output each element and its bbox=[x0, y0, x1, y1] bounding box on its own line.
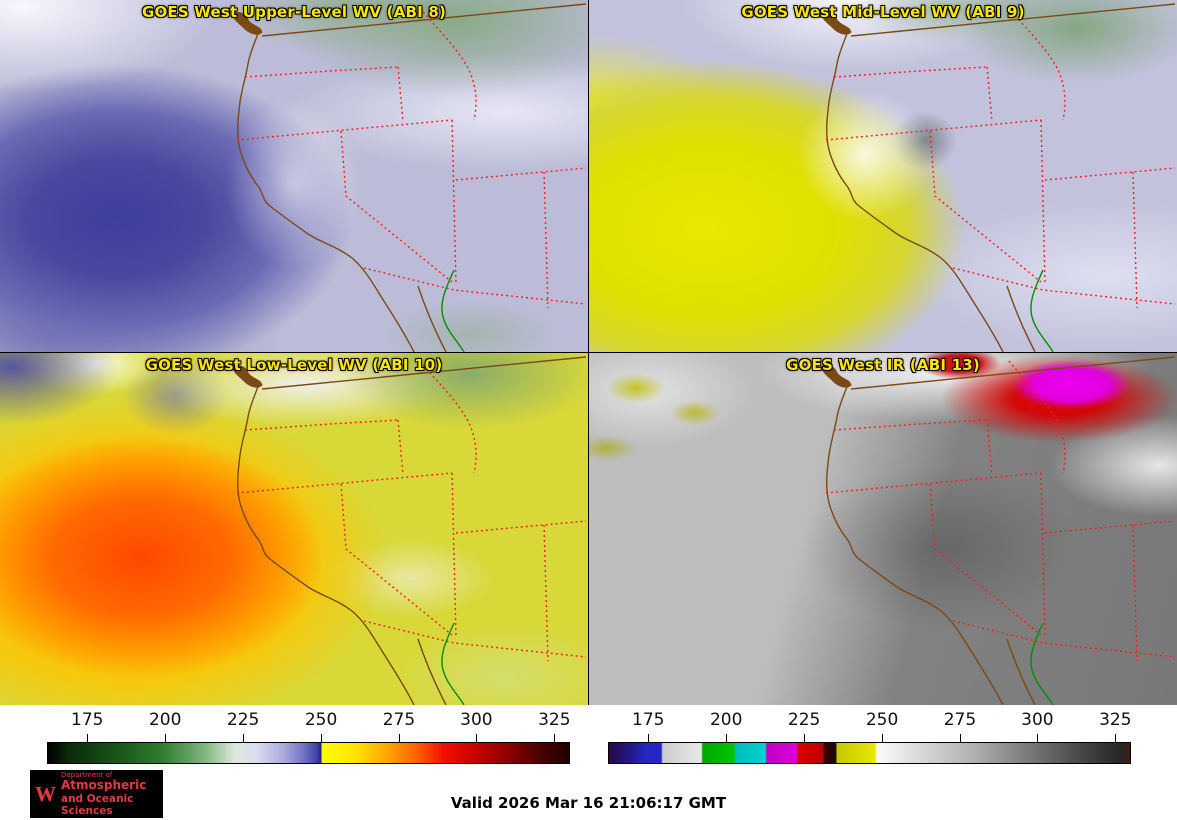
colorbar-tick-mark bbox=[476, 734, 478, 742]
colorbar-tick-label: 225 bbox=[226, 710, 260, 730]
ir-colorbar-tick-labels: 175 200 225 250 275 300 325 bbox=[608, 708, 1131, 734]
colorbar-tick-label: 250 bbox=[865, 710, 899, 730]
colorbar-tick-label: 275 bbox=[382, 710, 416, 730]
wv-colorbar-gradient bbox=[47, 742, 570, 764]
map-overlay bbox=[231, 3, 587, 352]
colorbar-tick-label: 250 bbox=[304, 710, 338, 730]
colorbar-tick-mark bbox=[1115, 734, 1117, 742]
panel-ir: GOES West IR (ABI 13) bbox=[589, 353, 1177, 705]
logo-department-of: Department of bbox=[61, 771, 113, 780]
wv-colorbar: 175 200 225 250 275 300 325 bbox=[47, 708, 571, 766]
colorbar-tick-label: 175 bbox=[71, 710, 104, 730]
uw-crest-icon: W bbox=[35, 781, 56, 806]
ir-colorbar-gradient bbox=[608, 742, 1131, 764]
map-overlay bbox=[820, 356, 1176, 705]
wv-colorbar-tick-labels: 175 200 225 250 275 300 325 bbox=[47, 708, 570, 734]
colorbar-tick-mark bbox=[87, 734, 89, 742]
panel-title-mid-level-wv: GOES West Mid-Level WV (ABI 9) bbox=[741, 3, 1025, 21]
map-overlay bbox=[231, 356, 587, 705]
panel-title-ir: GOES West IR (ABI 13) bbox=[786, 356, 980, 374]
wv-colorbar-tick-marks bbox=[47, 734, 570, 742]
colorbar-tick-label: 325 bbox=[538, 710, 571, 730]
colorbar-tick-mark bbox=[882, 734, 884, 742]
panel-title-upper-level-wv: GOES West Upper-Level WV (ABI 8) bbox=[141, 3, 447, 21]
colorbar-tick-label: 275 bbox=[943, 710, 977, 730]
colorbar-tick-label: 200 bbox=[709, 710, 743, 730]
colorbar-tick-label: 300 bbox=[460, 710, 493, 730]
colorbar-tick-mark bbox=[804, 734, 806, 742]
ir-colorbar-tick-marks bbox=[608, 734, 1131, 742]
colorbar-tick-mark bbox=[398, 734, 400, 742]
ir-colorbar: 175 200 225 250 275 300 325 bbox=[608, 708, 1132, 766]
uw-aos-logo: W Department of Atmospheric and Oceanic … bbox=[30, 770, 163, 818]
panel-title-low-level-wv: GOES West Low-Level WV (ABI 10) bbox=[145, 356, 443, 374]
colorbar-tick-mark bbox=[165, 734, 167, 742]
logo-oceanic-sciences: and Oceanic Sciences bbox=[61, 792, 134, 817]
map-overlay bbox=[820, 3, 1176, 352]
colorbar-tick-mark bbox=[321, 734, 323, 742]
uw-aos-logo-text: Department of Atmospheric and Oceanic Sc… bbox=[61, 771, 158, 817]
colorbar-tick-mark bbox=[554, 734, 556, 742]
colorbar-tick-label: 300 bbox=[1021, 710, 1054, 730]
logo-atmospheric: Atmospheric bbox=[61, 778, 147, 793]
satellite-quadrant-grid: GOES West Upper-Level WV (ABI 8) GOES We… bbox=[0, 0, 1177, 705]
panel-low-level-wv: GOES West Low-Level WV (ABI 10) bbox=[0, 353, 588, 705]
colorbar-tick-mark bbox=[959, 734, 961, 742]
valid-time-label: Valid 2026 Mar 16 21:06:17 GMT bbox=[450, 794, 727, 812]
colorbar-tick-label: 200 bbox=[148, 710, 182, 730]
colorbar-tick-mark bbox=[648, 734, 650, 742]
colorbar-tick-mark bbox=[726, 734, 728, 742]
colorbar-tick-mark bbox=[1037, 734, 1039, 742]
colorbar-tick-label: 175 bbox=[632, 710, 665, 730]
panel-mid-level-wv: GOES West Mid-Level WV (ABI 9) bbox=[589, 0, 1177, 352]
colorbar-tick-label: 325 bbox=[1099, 710, 1132, 730]
colorbar-tick-label: 225 bbox=[787, 710, 821, 730]
panel-upper-level-wv: GOES West Upper-Level WV (ABI 8) bbox=[0, 0, 588, 352]
colorbar-tick-mark bbox=[243, 734, 245, 742]
